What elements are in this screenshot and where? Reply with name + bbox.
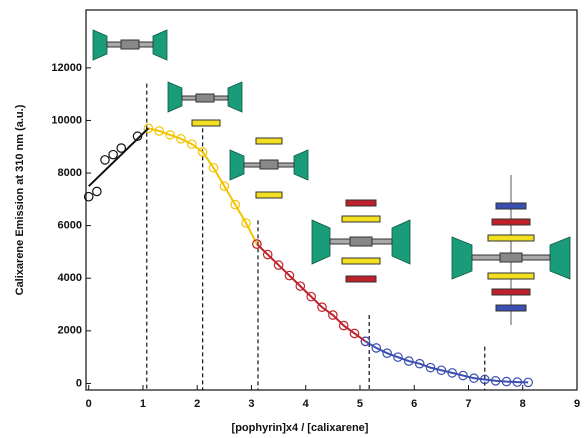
data-point bbox=[252, 239, 262, 249]
data-point bbox=[165, 130, 175, 140]
data-point bbox=[523, 377, 533, 388]
x-tick-label: 3 bbox=[248, 398, 254, 410]
y-tick-label: 0 bbox=[76, 377, 82, 389]
data-point bbox=[512, 377, 523, 387]
x-tick-label: 0 bbox=[86, 398, 92, 410]
y-tick-label: 6000 bbox=[58, 220, 82, 232]
molecule-icons bbox=[92, 29, 571, 325]
data-point bbox=[176, 134, 186, 144]
y-tick-label: 4000 bbox=[58, 272, 82, 284]
x-tick-label: 9 bbox=[574, 398, 580, 410]
data-point bbox=[154, 126, 165, 136]
data-point bbox=[219, 181, 230, 191]
x-tick-label: 6 bbox=[411, 398, 417, 410]
data-point bbox=[414, 358, 425, 369]
data-point bbox=[479, 374, 490, 385]
data-point bbox=[143, 123, 154, 134]
data-point bbox=[284, 270, 295, 281]
plot-frame bbox=[85, 9, 578, 391]
data-point bbox=[328, 310, 338, 320]
data-point bbox=[447, 368, 458, 378]
x-axis-title: [pophyrin]x4 / [calixarene] bbox=[232, 422, 369, 434]
x-tick-label: 5 bbox=[357, 398, 363, 410]
data-point bbox=[436, 365, 447, 376]
y-tick-label: 8000 bbox=[58, 167, 82, 179]
y-axis-title: Calixarene Emission at 310 nm (a.u.) bbox=[14, 104, 26, 295]
data-point bbox=[230, 199, 240, 210]
data-point bbox=[295, 281, 306, 291]
data-point bbox=[100, 155, 110, 165]
data-point bbox=[501, 376, 512, 387]
data-point bbox=[186, 139, 197, 149]
data-point bbox=[273, 260, 284, 270]
data-point bbox=[360, 336, 371, 347]
x-tick-label: 7 bbox=[465, 398, 471, 410]
data-point bbox=[349, 328, 360, 339]
data-point bbox=[241, 218, 251, 228]
data-point bbox=[262, 249, 273, 260]
data-point bbox=[371, 343, 382, 353]
data-point bbox=[108, 149, 118, 160]
series-line bbox=[364, 340, 529, 384]
data-point bbox=[393, 352, 403, 362]
data-point bbox=[197, 147, 208, 157]
series-line bbox=[88, 127, 150, 187]
x-tick-label: 2 bbox=[194, 398, 200, 410]
data-point bbox=[208, 162, 219, 173]
data-point bbox=[132, 131, 143, 142]
data-point bbox=[317, 302, 327, 312]
data-point bbox=[404, 356, 414, 366]
data-point bbox=[116, 143, 127, 153]
y-tick-label: 12000 bbox=[51, 62, 82, 74]
x-tick-label: 4 bbox=[303, 398, 310, 410]
data-point bbox=[469, 373, 479, 383]
data-point bbox=[83, 191, 94, 202]
x-tick-label: 1 bbox=[140, 398, 146, 410]
data-point bbox=[92, 186, 102, 197]
y-tick-label: 10000 bbox=[51, 114, 82, 126]
y-tick-label: 2000 bbox=[58, 325, 82, 337]
data-point bbox=[490, 375, 501, 386]
data-point bbox=[338, 320, 349, 331]
data-point bbox=[306, 291, 316, 302]
data-point bbox=[382, 348, 392, 358]
data-point bbox=[458, 370, 468, 381]
data-point bbox=[425, 362, 436, 373]
x-tick-label: 8 bbox=[520, 398, 526, 410]
